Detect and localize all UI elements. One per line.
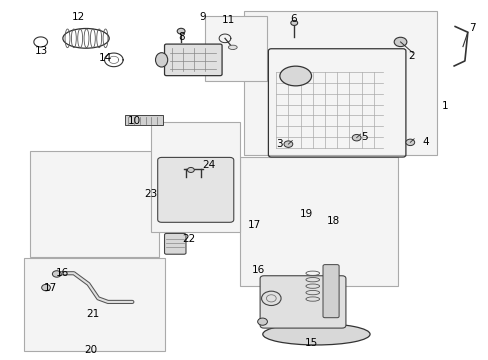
Circle shape [177, 28, 184, 34]
Text: 12: 12 [72, 12, 85, 22]
Bar [24, 258, 164, 351]
Circle shape [290, 21, 297, 26]
Text: 17: 17 [43, 283, 57, 293]
Text: 19: 19 [299, 209, 312, 219]
Text: 11: 11 [221, 15, 234, 26]
Bar [125, 116, 163, 126]
Text: 13: 13 [35, 46, 48, 56]
Text: 21: 21 [86, 310, 100, 319]
Circle shape [187, 167, 194, 172]
Text: 1: 1 [441, 102, 447, 112]
Text: 24: 24 [202, 160, 215, 170]
Circle shape [257, 318, 267, 325]
Text: 6: 6 [289, 14, 296, 24]
Text: 9: 9 [199, 12, 206, 22]
Bar [30, 150, 159, 257]
Text: 17: 17 [247, 220, 260, 230]
Ellipse shape [279, 66, 311, 86]
FancyBboxPatch shape [260, 276, 345, 328]
Text: 14: 14 [99, 53, 112, 63]
Ellipse shape [155, 53, 167, 67]
FancyBboxPatch shape [164, 44, 222, 76]
Circle shape [393, 37, 406, 46]
Text: 16: 16 [252, 265, 265, 275]
Text: 2: 2 [407, 51, 414, 61]
Text: 5: 5 [361, 132, 367, 142]
Bar [151, 122, 239, 232]
Text: 15: 15 [305, 338, 318, 348]
Ellipse shape [262, 323, 369, 345]
Text: 10: 10 [128, 116, 141, 126]
Text: 7: 7 [468, 23, 474, 33]
Text: 3: 3 [276, 139, 282, 149]
FancyBboxPatch shape [323, 265, 338, 318]
Text: 16: 16 [56, 268, 69, 278]
Text: 23: 23 [144, 189, 158, 199]
FancyBboxPatch shape [164, 233, 185, 254]
Circle shape [351, 134, 360, 141]
Text: 18: 18 [326, 216, 339, 226]
Circle shape [52, 271, 61, 277]
Bar [204, 16, 266, 81]
Text: 8: 8 [178, 32, 184, 41]
Circle shape [284, 141, 292, 147]
Text: 4: 4 [422, 138, 428, 147]
Text: 20: 20 [84, 345, 97, 355]
Circle shape [405, 139, 414, 145]
FancyBboxPatch shape [158, 157, 233, 222]
Ellipse shape [228, 45, 237, 49]
Bar [239, 157, 397, 286]
Bar [244, 12, 436, 155]
Circle shape [41, 284, 50, 291]
Text: 22: 22 [182, 234, 195, 244]
